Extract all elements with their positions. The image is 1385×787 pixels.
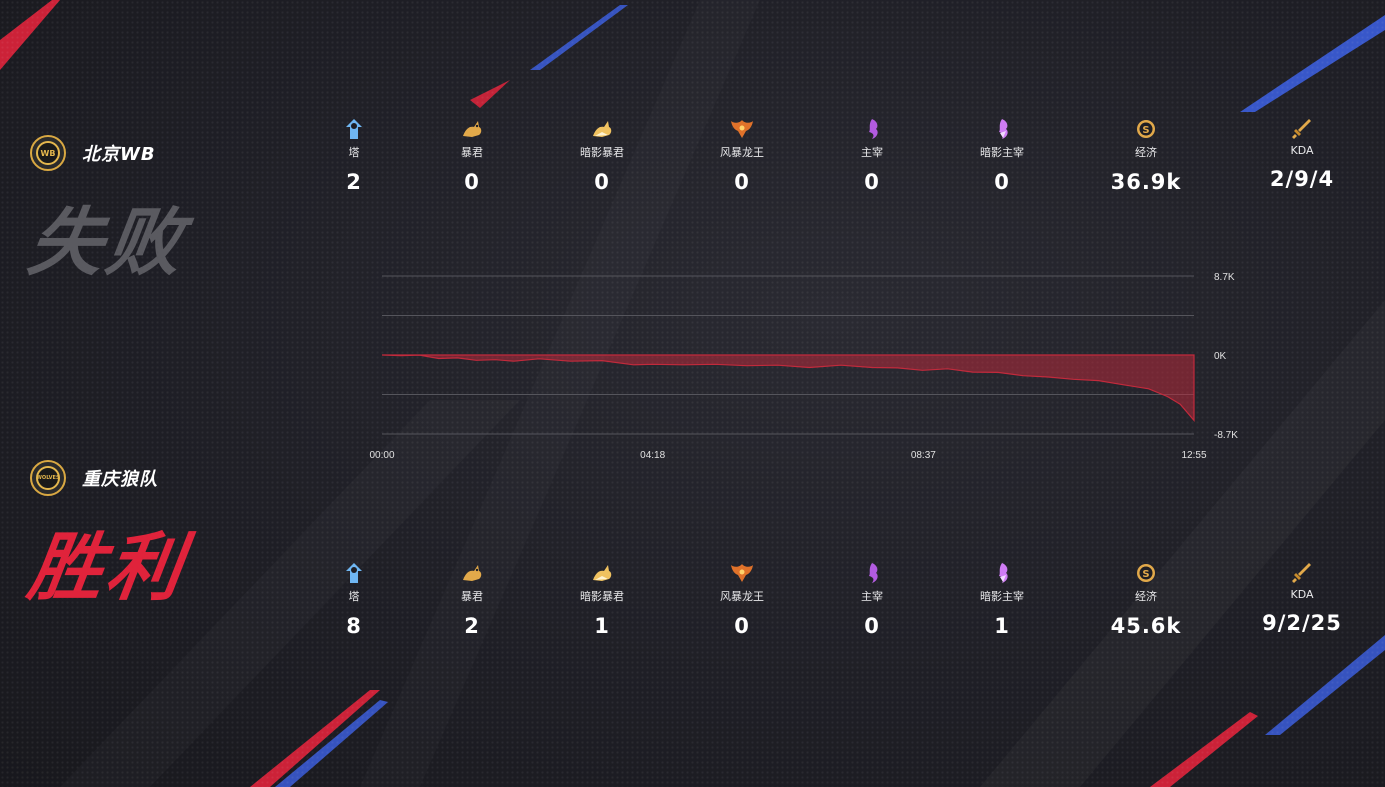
stat-label: 暗影主宰 xyxy=(980,146,1024,159)
x-tick-label: 08:37 xyxy=(911,450,936,461)
gold-diff-area xyxy=(381,354,1195,423)
stat-value: 2 xyxy=(346,170,362,194)
overlord-icon xyxy=(822,116,922,142)
stat-value: 1 xyxy=(594,614,610,638)
x-tick-label: 04:18 xyxy=(640,450,665,461)
svg-text:S: S xyxy=(1142,569,1149,580)
stat-label: 经济 xyxy=(1135,590,1157,603)
stat-label: 塔 xyxy=(348,146,360,159)
stat-value: 0 xyxy=(464,170,480,194)
sword-icon xyxy=(1252,560,1352,586)
stat-tyrant: 暴君 2 xyxy=(422,560,522,638)
stat-value: 8 xyxy=(346,614,362,638)
y-tick-label: 0K xyxy=(1214,351,1227,362)
tower-icon xyxy=(304,116,404,142)
stat-value: 0 xyxy=(994,170,1010,194)
stat-shadow_tyrant: 暗影暴君 1 xyxy=(552,560,652,638)
stat-label: 经济 xyxy=(1135,146,1157,159)
storm-dragon-icon xyxy=(692,560,792,586)
stat-value: 2/9/4 xyxy=(1269,167,1335,191)
stat-value: 0 xyxy=(734,614,750,638)
chart-canvas: 8.7K 0K -8.7K 00:00 04:18 08:37 12:55 xyxy=(369,272,1238,461)
storm-dragon-icon xyxy=(692,116,792,142)
stat-shadow_tyrant: 暗影暴君 0 xyxy=(552,116,652,194)
stat-kda: KDA 9/2/25 xyxy=(1252,560,1352,635)
svg-text:S: S xyxy=(1142,125,1149,136)
stat-gold: S 经济 45.6k xyxy=(1096,560,1196,638)
stat-label: KDA xyxy=(1290,588,1314,601)
team-1-logo: WB xyxy=(30,135,66,171)
team-2-name: 重庆狼队 xyxy=(82,469,158,490)
team-2-result: 胜利 xyxy=(23,525,192,611)
stat-value: 0 xyxy=(594,170,610,194)
stat-tyrant: 暴君 0 xyxy=(422,116,522,194)
stat-value: 9/2/25 xyxy=(1262,611,1342,635)
stat-gold: S 经济 36.9k xyxy=(1096,116,1196,194)
stat-value: 0 xyxy=(864,170,880,194)
stat-value: 0 xyxy=(734,170,750,194)
stat-label: 塔 xyxy=(348,590,360,603)
sword-icon xyxy=(1252,116,1352,142)
tower-icon xyxy=(304,560,404,586)
team-2-logo-text: WOLVES xyxy=(36,466,60,490)
stat-value: 1 xyxy=(994,614,1010,638)
shadow-tyrant-icon xyxy=(552,560,652,586)
shadow-overlord-icon xyxy=(952,560,1052,586)
stat-overlord: 主宰 0 xyxy=(822,116,922,194)
x-tick-label: 00:00 xyxy=(369,450,394,461)
stat-overlord: 主宰 0 xyxy=(822,560,922,638)
stat-value: 2 xyxy=(464,614,480,638)
team-2-header: WOLVES 重庆狼队 xyxy=(30,460,158,496)
stat-label: 暗影主宰 xyxy=(980,590,1024,603)
stat-value: 45.6k xyxy=(1110,614,1182,638)
y-tick-label: -8.7K xyxy=(1214,430,1238,441)
y-tick-label: 8.7K xyxy=(1214,272,1235,283)
shadow-tyrant-icon xyxy=(552,116,652,142)
stat-label: 主宰 xyxy=(861,146,883,159)
stat-label: 暗影暴君 xyxy=(580,590,624,603)
tyrant-icon xyxy=(422,116,522,142)
tyrant-icon xyxy=(422,560,522,586)
team-1-name: 北京WB xyxy=(82,144,156,165)
stat-storm_dragon: 风暴龙王 0 xyxy=(692,560,792,638)
stat-kda: KDA 2/9/4 xyxy=(1252,116,1352,191)
stat-label: 暴君 xyxy=(461,590,483,603)
stat-value: 36.9k xyxy=(1110,170,1182,194)
team-1-logo-text: WB xyxy=(36,141,60,165)
stat-label: 暴君 xyxy=(461,146,483,159)
x-tick-label: 12:55 xyxy=(1181,450,1206,461)
stat-storm_dragon: 风暴龙王 0 xyxy=(692,116,792,194)
gold-coin-icon: S xyxy=(1096,116,1196,142)
team-1-result: 失败 xyxy=(23,200,192,286)
stat-label: KDA xyxy=(1290,144,1314,157)
stat-label: 主宰 xyxy=(861,590,883,603)
stat-shadow_overlord: 暗影主宰 0 xyxy=(952,116,1052,194)
stat-label: 风暴龙王 xyxy=(720,590,764,603)
team-1-header: WB 北京WB xyxy=(30,135,156,171)
stat-label: 风暴龙王 xyxy=(720,146,764,159)
shadow-overlord-icon xyxy=(952,116,1052,142)
stat-label: 暗影暴君 xyxy=(580,146,624,159)
stat-shadow_overlord: 暗影主宰 1 xyxy=(952,560,1052,638)
stat-value: 0 xyxy=(864,614,880,638)
team-2-logo: WOLVES xyxy=(30,460,66,496)
gold-coin-icon: S xyxy=(1096,560,1196,586)
gold-difference-chart: 8.7K 0K -8.7K 00:00 04:18 08:37 12:55 xyxy=(368,258,1248,468)
overlord-icon xyxy=(822,560,922,586)
